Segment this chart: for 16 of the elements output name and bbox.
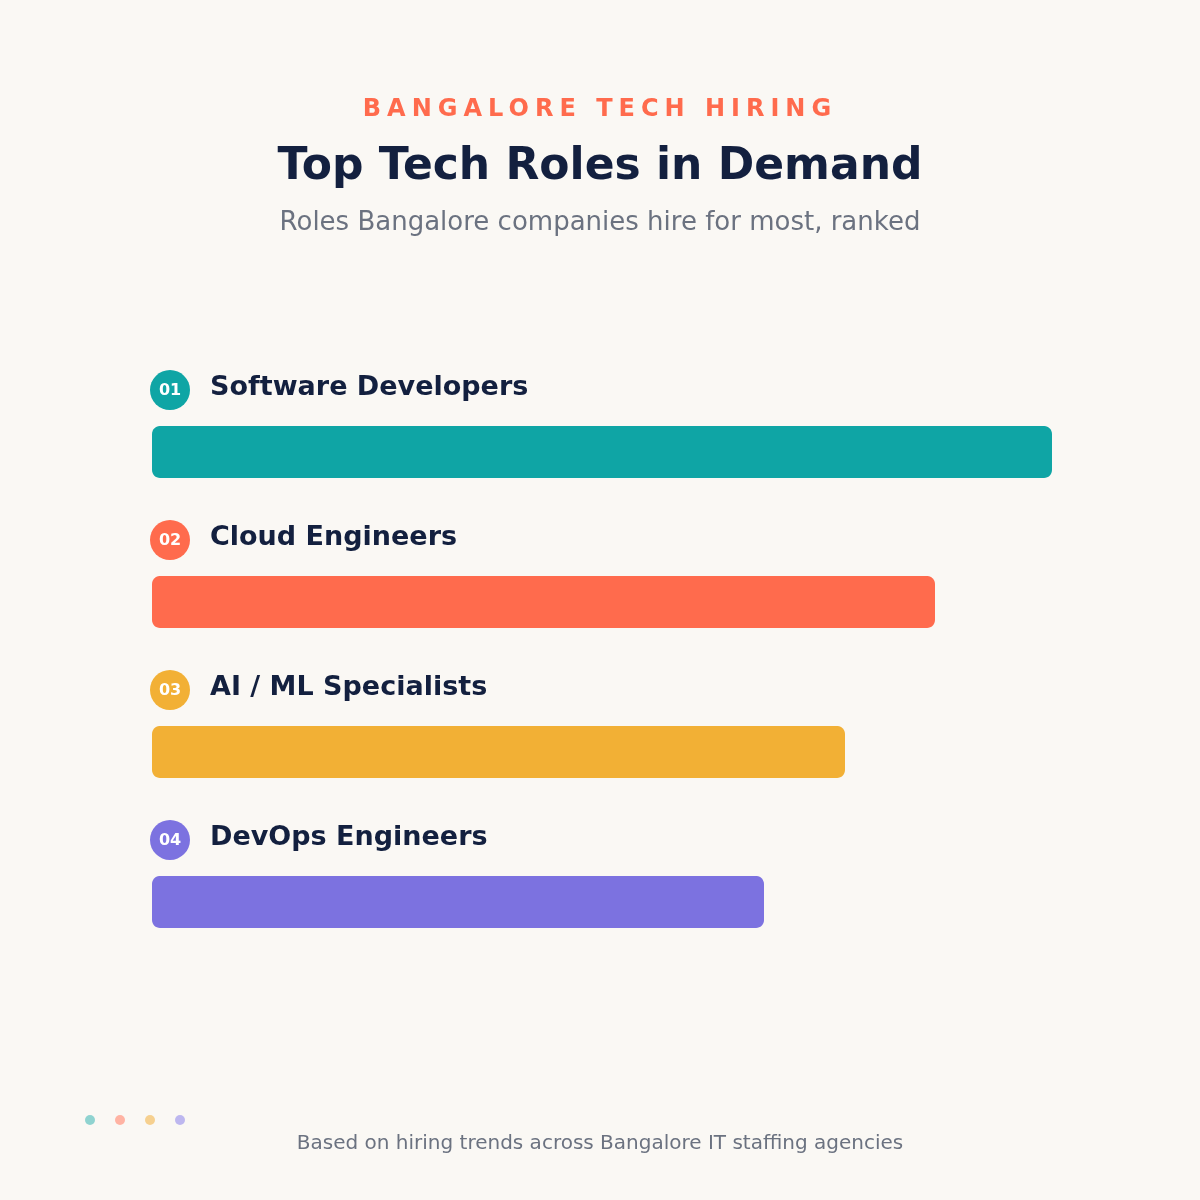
text: Based on hiring trends across Bangalore IT staffing agencies <box>295 1130 905 1154</box>
y-tick-label: Cloud Engineers <box>210 520 458 552</box>
y-tick-label: Software Developers <box>210 370 529 402</box>
bar <box>152 425 1052 479</box>
annotation: 01 <box>158 380 182 400</box>
annotation: 04 <box>158 829 182 849</box>
text: BANGALORE TECH HIRING <box>361 94 839 122</box>
chart-subtitle: Roles Bangalore companies hire for most, ranked <box>278 206 922 236</box>
annotation: 03 <box>158 679 182 699</box>
y-tick-label: AI / ML Specialists <box>210 669 488 701</box>
y-tick-label: DevOps Engineers <box>210 819 488 851</box>
bar <box>152 575 935 629</box>
bar <box>152 875 764 929</box>
bar <box>152 725 845 779</box>
chart-title: Top Tech Roles in Demand <box>276 138 924 189</box>
annotation: 02 <box>158 530 182 550</box>
